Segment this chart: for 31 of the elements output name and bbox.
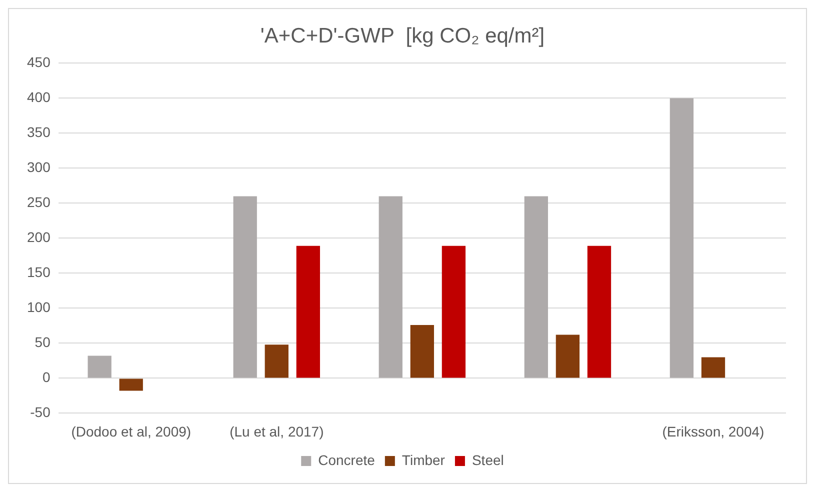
y-tick-label: 250 [27,194,51,210]
bar [264,344,288,378]
y-tick-label: 200 [27,229,51,246]
bar [378,196,402,378]
legend-label: Steel [472,452,504,468]
bar [587,246,612,378]
legend-label: Concrete [318,452,376,468]
bar [442,246,466,378]
y-tick-label: 400 [27,89,51,106]
x-tick-label: (Dodoo et al, 2009) [71,423,192,440]
y-tick-label: 50 [34,334,51,350]
y-tick-label: 300 [27,159,51,176]
y-tick-label: -50 [30,404,51,420]
legend-label: Timber [402,452,446,468]
bar [410,325,434,378]
y-tick-label: 150 [27,264,51,280]
bar [670,98,694,378]
x-tick-label: (Eriksson, 2004) [662,423,764,440]
y-tick-label: 100 [27,299,51,316]
bar [556,334,580,378]
bar [88,356,112,378]
bar [524,196,548,378]
bar [296,246,320,378]
bar [701,357,726,378]
bar [233,196,257,378]
y-tick-label: 350 [27,124,51,140]
chart-title: 'A+C+D'-GWP [kg CO₂ eq/m²] [260,24,545,48]
x-tick-label: (Lu et al, 2017) [230,423,324,440]
bar [119,378,143,391]
y-tick-label: 0 [42,369,51,386]
y-tick-label: 450 [27,54,51,70]
